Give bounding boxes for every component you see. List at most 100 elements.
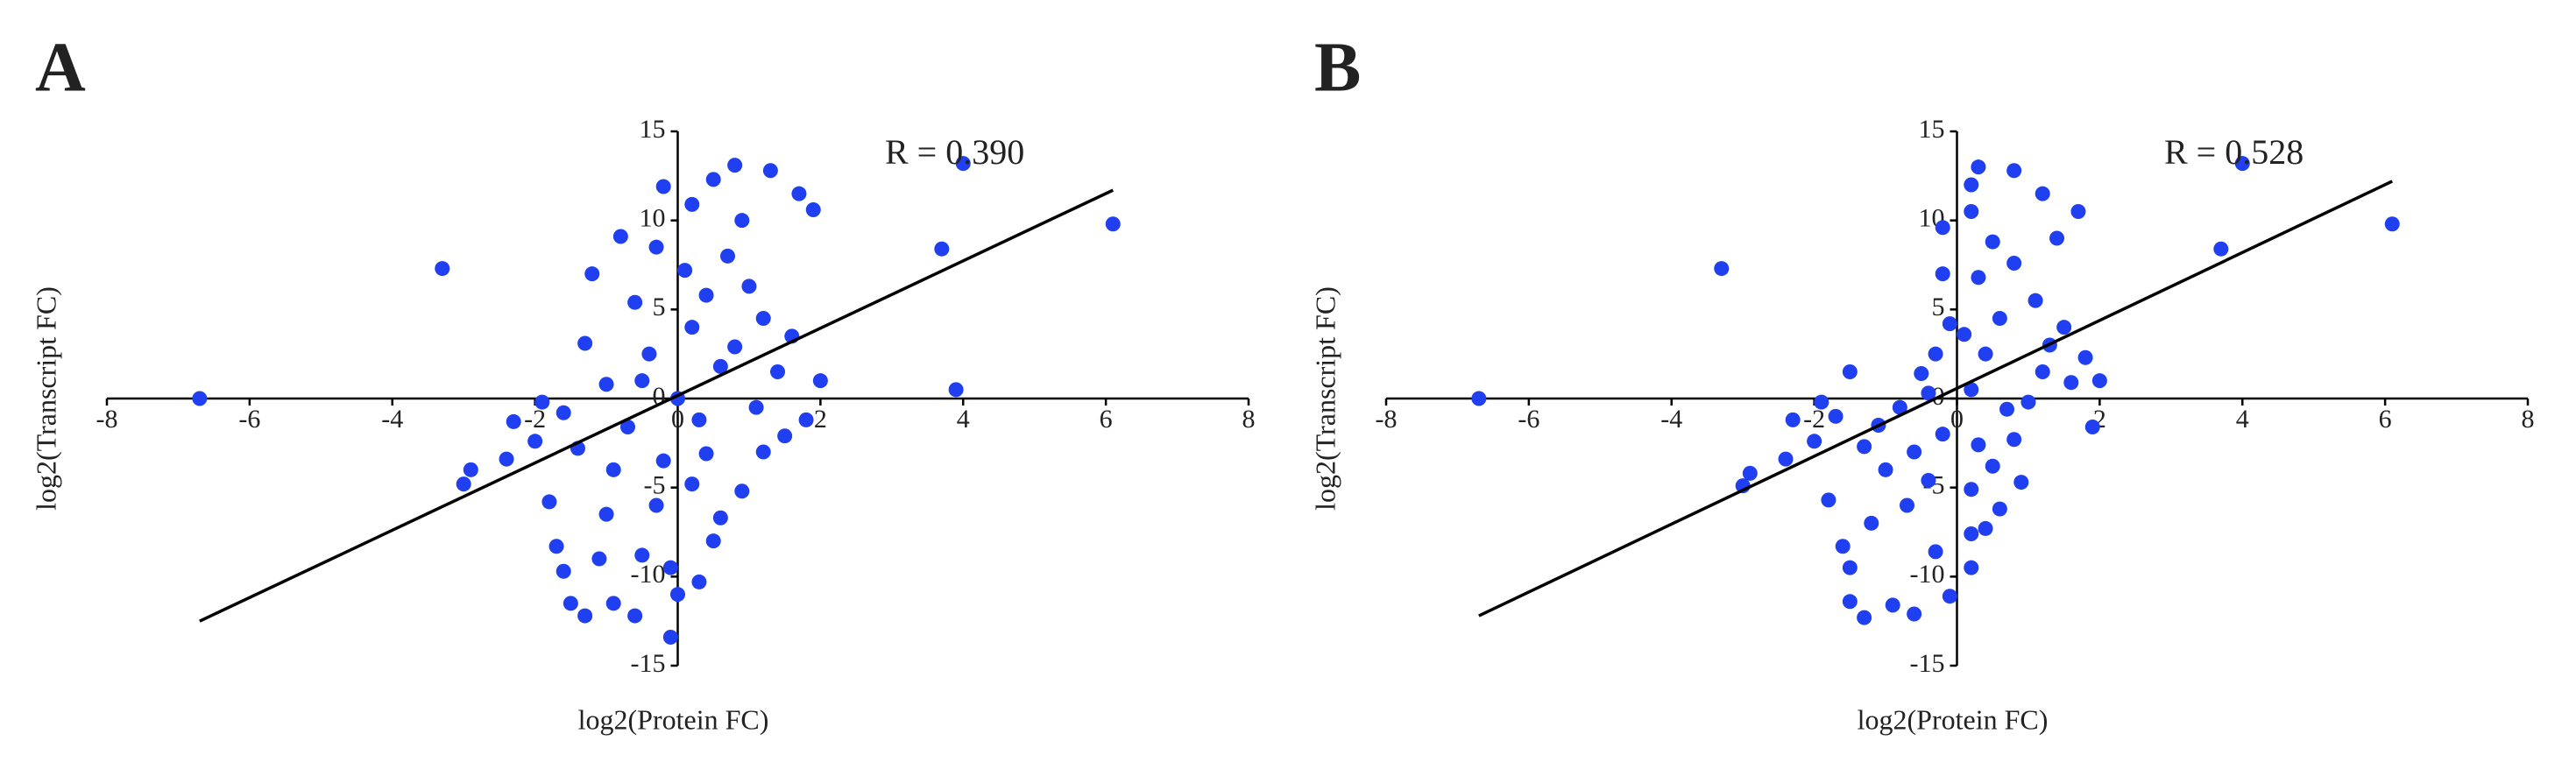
point <box>1842 560 1858 575</box>
y-tick-label: -15 <box>631 649 666 678</box>
point <box>684 320 700 335</box>
point <box>598 377 614 392</box>
point <box>698 287 714 303</box>
y-tick-label: -10 <box>631 560 666 589</box>
point <box>691 574 707 589</box>
point <box>563 596 578 611</box>
x-tick-label: 8 <box>2522 405 2535 434</box>
point <box>1842 364 1858 379</box>
x-tick-label: -6 <box>1518 405 1539 434</box>
chart: A-8 -6 -4 -2 0 2 4 6 8-15-10-5051015log2(Protein… <box>30 29 1255 735</box>
point <box>577 335 593 351</box>
point <box>1842 594 1858 610</box>
point <box>598 506 614 522</box>
point <box>648 239 664 255</box>
point <box>1942 589 1957 604</box>
point <box>691 412 707 427</box>
point <box>541 494 557 510</box>
point <box>627 608 643 624</box>
point <box>2213 241 2229 257</box>
point <box>619 420 635 435</box>
point <box>662 560 678 575</box>
point <box>2084 420 2100 435</box>
point <box>720 248 736 264</box>
point <box>556 405 571 420</box>
x-tick-label: 6 <box>2379 405 2392 434</box>
x-axis-label: log2(Protein FC) <box>1858 703 2049 735</box>
point <box>770 364 786 379</box>
point <box>1957 327 1972 342</box>
point <box>712 510 728 526</box>
point <box>2013 475 2029 490</box>
x-tick-label: -4 <box>1660 405 1682 434</box>
point <box>605 596 621 611</box>
point <box>1971 270 1986 286</box>
point <box>1928 544 1943 560</box>
point <box>591 551 607 567</box>
point <box>1978 520 1993 536</box>
point <box>677 263 693 279</box>
point <box>727 158 743 173</box>
panel-label: A <box>35 29 86 106</box>
point <box>1857 610 1872 625</box>
x-tick-label: -8 <box>1376 405 1398 434</box>
point <box>1807 434 1822 449</box>
x-tick-label: 6 <box>1100 405 1113 434</box>
point <box>2006 432 2022 448</box>
point <box>791 186 807 201</box>
point <box>1835 539 1851 554</box>
point <box>534 394 550 410</box>
y-tick-label: -15 <box>1910 649 1945 678</box>
point <box>1985 234 2000 250</box>
point <box>684 476 700 492</box>
point <box>1892 399 1907 415</box>
point <box>755 444 771 460</box>
point <box>2020 394 2036 410</box>
x-tick-label: 4 <box>957 405 970 434</box>
point <box>705 172 721 187</box>
y-axis-label: log2(Transcript FC) <box>1309 286 1341 511</box>
point <box>777 428 793 444</box>
point <box>1978 346 1993 362</box>
x-tick-label: 8 <box>1242 405 1256 434</box>
panel-label: B <box>1314 29 1361 106</box>
point <box>435 261 450 277</box>
x-tick-label: -4 <box>381 405 403 434</box>
point <box>727 339 743 355</box>
point <box>1885 597 1900 613</box>
point <box>698 446 714 462</box>
point <box>1714 261 1730 277</box>
point <box>734 483 750 499</box>
fit-line <box>1478 180 2394 617</box>
point <box>1471 391 1487 406</box>
point <box>1814 394 1829 410</box>
y-tick-label: 10 <box>640 204 666 233</box>
point <box>612 229 628 244</box>
point <box>2384 216 2400 232</box>
x-tick-label: 0 <box>671 405 684 434</box>
point <box>499 451 514 467</box>
point <box>2035 364 2050 379</box>
point <box>934 241 950 257</box>
point <box>1928 346 1943 362</box>
point <box>1742 465 1758 481</box>
point <box>1964 526 1979 542</box>
point <box>1935 266 1950 282</box>
x-axis-label: log2(Protein FC) <box>578 703 769 735</box>
x-tick-label: 2 <box>814 405 827 434</box>
point <box>1964 382 1979 398</box>
point <box>2077 349 2093 365</box>
point <box>192 391 208 406</box>
point <box>1907 606 1922 622</box>
point <box>463 462 478 477</box>
point <box>1821 492 1836 508</box>
point <box>1992 311 2007 326</box>
point <box>605 462 621 477</box>
point <box>655 453 671 469</box>
point <box>670 587 685 603</box>
point <box>1992 501 2007 517</box>
point <box>705 533 721 549</box>
point <box>1971 437 1986 453</box>
point <box>812 373 828 389</box>
